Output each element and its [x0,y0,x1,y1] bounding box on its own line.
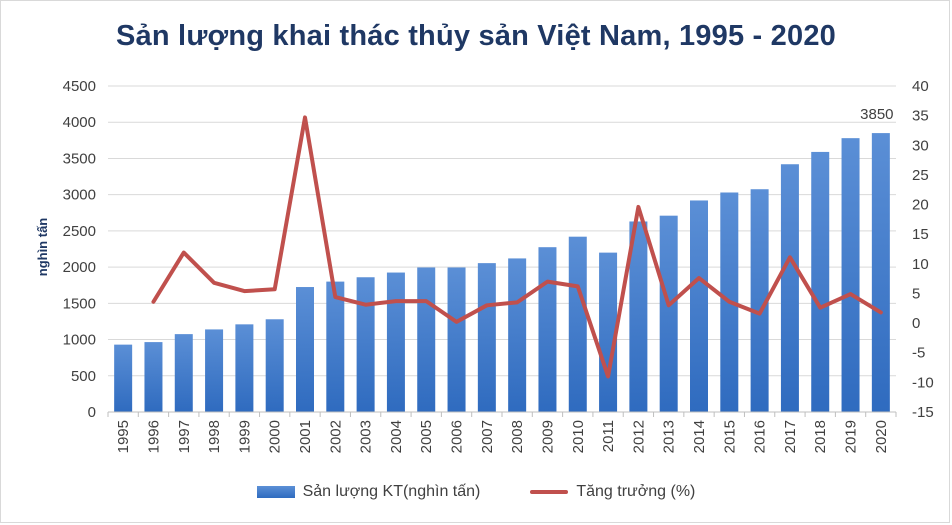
bar [114,344,133,412]
bar [265,319,284,412]
x-tick-label: 2011 [600,420,617,452]
bar [205,329,224,412]
gridlines [108,85,896,413]
bar [174,334,193,412]
legend-label-bar: Sản lượng KT(nghìn tấn) [302,483,481,500]
bar [690,200,708,412]
x-tick-label: 2014 [691,420,708,453]
x-tick-label: 2013 [661,420,678,453]
x-tick-label: 1998 [206,420,223,453]
x-tick-label: 2006 [449,420,466,453]
bar-data-label: 3850 [860,106,893,123]
legend-item-bar: Sản lượng KT(nghìn tấn) [256,483,481,501]
y2-tick-label: 25 [912,167,929,184]
x-tick-label: 2005 [418,420,435,453]
bar [477,263,496,412]
y2-tick-label: 40 [912,78,929,95]
x-tick-label: 2016 [752,420,769,453]
x-tick-label: 2007 [479,420,496,453]
bar [386,272,405,412]
line-series [151,115,883,379]
x-tick-label: 2020 [873,420,890,453]
x-tick-label: 1997 [176,420,193,453]
y-tick-label: 2500 [63,223,96,240]
y2-tick-label: 35 [912,108,929,125]
y2-tick-label: 30 [912,137,929,154]
x-tick-label: 2009 [539,420,556,453]
legend-item-line: Tăng trưởng (%) [530,483,695,501]
y-tick-label: 0 [88,404,96,421]
y-tick-label: 1000 [63,332,96,349]
bar [629,221,648,412]
x-tick-label: 2019 [843,420,860,453]
x-tick-label: 1996 [145,420,162,453]
legend-label-line: Tăng trưởng (%) [576,483,696,500]
y2-tick-label: 20 [912,197,929,214]
x-tick-label: 2012 [630,420,647,453]
bar [508,258,527,412]
y2-tick-label: -5 [912,345,925,362]
x-tick-label: 2004 [388,420,405,453]
bar-series: 3850 [114,106,894,413]
x-tick-label: 2018 [812,420,829,453]
axes: 0 500 1000 1500 2000 2500 3000 3500 4000 4500 -15 -… [63,78,934,453]
bar [144,342,163,412]
x-tick-label: 2002 [327,420,344,453]
legend: Sản lượng KT(nghìn tấn) Tăng trưởng (%) [0,483,952,501]
y2-tick-label: 0 [912,315,920,332]
x-tick-label: 2010 [570,420,587,453]
bar [811,151,830,412]
bar [538,247,557,412]
x-tick-label: 2017 [782,420,799,453]
bar [356,277,375,412]
bar [841,138,860,412]
bar [447,267,466,412]
bar [326,281,345,412]
bar [750,189,769,412]
y-tick-label: 1500 [63,295,96,312]
x-tick-label: 2015 [721,420,738,453]
y2-tick-label: 10 [912,256,929,273]
y-axis-label: nghìn tấn [35,218,50,277]
y-tick-label: 4000 [63,114,96,131]
y-tick-label: 500 [71,368,96,385]
bar [871,133,890,413]
bar [599,252,618,412]
x-tick-label: 1999 [236,420,253,453]
bar [235,324,254,412]
y-tick-label: 3000 [63,187,96,204]
x-tick-label: 2008 [509,420,526,453]
legend-swatch-bar [256,486,295,498]
y-tick-label: 2000 [63,259,96,276]
x-tick-label: 2001 [297,420,314,453]
bar [296,287,314,412]
x-tick-label: 2003 [358,420,375,453]
y2-tick-label: 5 [912,285,920,302]
x-tick-label: 1995 [115,420,132,453]
bar [568,236,587,412]
bar [417,267,436,412]
legend-swatch-line [530,490,569,494]
y2-tick-label: 15 [912,226,929,243]
y-tick-label: 3500 [63,150,96,167]
y2-tick-label: -15 [912,404,934,421]
chart-title: Sản lượng khai thác thủy sản Việt Nam, 1… [116,20,836,52]
y-tick-label: 4500 [63,78,96,95]
bar [659,215,678,412]
y2-tick-label: -10 [912,374,934,391]
x-tick-label: 2000 [267,420,284,453]
bar [780,164,799,412]
